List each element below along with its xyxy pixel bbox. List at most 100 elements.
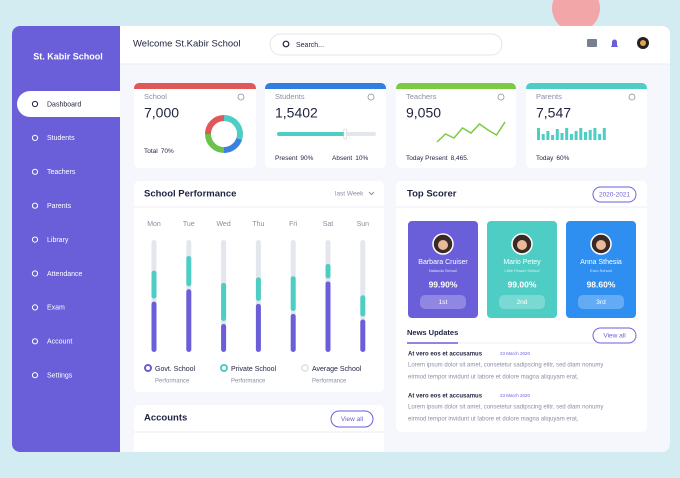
stat-label: Teachers (406, 92, 437, 101)
stat-footer: Today 60% (536, 155, 570, 162)
trend-bar (602, 128, 606, 140)
stat-card (396, 83, 516, 168)
trend-bar (546, 131, 550, 140)
legend-marker (220, 364, 228, 372)
scorer-school: Nalanda School (429, 268, 457, 273)
footer-value: 60% (556, 155, 569, 162)
rank-button[interactable] (578, 295, 624, 309)
scorer-face (438, 240, 448, 250)
legend-label: Average School (312, 366, 362, 373)
menu-item[interactable]: Parents (47, 203, 72, 210)
search-box[interactable] (269, 33, 503, 56)
trend-bar (598, 134, 602, 140)
menu-item[interactable]: Dashboard (47, 101, 81, 108)
menu-active-bg (17, 91, 121, 117)
info-icon (367, 93, 375, 101)
menu-icon (31, 372, 39, 379)
progress-fill (277, 132, 346, 136)
menu-icon (31, 202, 39, 209)
footer-label: Total (144, 148, 158, 155)
scorer-card (408, 221, 478, 318)
stat-value: 1,5402 (275, 105, 318, 121)
menu-item[interactable]: Account (47, 339, 72, 346)
year-label: 2020-2021 (599, 192, 630, 199)
bar-segment (290, 276, 296, 311)
rank-button[interactable] (420, 295, 466, 309)
bar-segment (151, 270, 157, 299)
performance-chart: Mon Tue Wed Thu Fri Sat Sun Govt. School Perform… (144, 221, 370, 385)
stat-value: 7,547 (536, 105, 571, 121)
search-icon (282, 40, 290, 48)
menu-icon (31, 304, 39, 311)
trend-bar (537, 128, 540, 140)
trend-bar (574, 131, 578, 140)
bar-segment (290, 313, 296, 352)
legend-label: Private School (231, 366, 277, 373)
bar-segment (186, 289, 192, 352)
info-icon (628, 93, 636, 101)
menu-icon (31, 134, 39, 141)
mail-icon[interactable] (587, 39, 597, 47)
trend-bar (593, 128, 597, 140)
trend-bar (588, 130, 592, 140)
stat-value: 7,000 (144, 105, 179, 121)
stat-card (526, 83, 647, 168)
accounts-view-all[interactable] (330, 410, 374, 428)
year-badge[interactable] (592, 186, 637, 203)
news-item-date: 23 March 2020 (500, 351, 531, 356)
stat-card (265, 83, 386, 168)
trend-bar (584, 132, 587, 140)
stat-footer: Present 90% (275, 155, 314, 162)
news-item-text: eirmod tempor invidunt ut labore et dolo… (408, 375, 579, 381)
info-icon (497, 93, 505, 101)
scorer-score: 99.00% (508, 279, 537, 289)
footer-value: 90% (300, 155, 313, 162)
info-icon (237, 93, 245, 101)
menu-item[interactable]: Exam (47, 305, 65, 312)
scorer-score: 99.90% (429, 279, 458, 289)
news-view-all-label: View all (603, 333, 626, 340)
donut-segment (223, 115, 243, 140)
scorer-name: Anna Sthesia (580, 259, 622, 266)
stat-accent (134, 83, 256, 89)
avatar-face (640, 40, 646, 46)
scorer-card (566, 221, 636, 318)
footer-value: 8,465. (451, 155, 469, 162)
day-label: Tue (183, 221, 195, 228)
menu-item[interactable]: Students (47, 135, 75, 142)
stat-label: Parents (536, 92, 562, 101)
day-label: Mon (147, 221, 161, 228)
footer-label: Present (275, 155, 298, 162)
progress-knob (343, 128, 348, 140)
menu-icon (31, 100, 39, 108)
bar-segment (221, 324, 227, 352)
period-select[interactable]: last Week (335, 191, 364, 198)
news-view-all[interactable] (592, 327, 637, 344)
day-label: Fri (289, 221, 298, 228)
news-item-text: eirmod tempor invidunt ut labore et dolo… (408, 417, 579, 423)
legend-marker (144, 364, 152, 372)
bar-segment (255, 303, 261, 352)
accounts-card (134, 405, 384, 465)
menu-item[interactable]: Teachers (47, 169, 76, 176)
rank-label: 3rd (596, 299, 606, 306)
rank-button[interactable] (499, 295, 545, 309)
bell-icon[interactable] (611, 39, 618, 47)
stat-accent (526, 83, 647, 89)
news-item-title: At vero eos et accusamus (408, 352, 483, 358)
legend-label: Govt. School (155, 366, 196, 373)
menu-icon (31, 338, 39, 345)
menu-item[interactable]: Settings (47, 373, 73, 380)
rank-label: 2nd (517, 299, 528, 306)
bar-segment (186, 256, 192, 287)
scorer-school: Little Flower School (505, 268, 540, 273)
performance-title: School Performance (144, 189, 236, 200)
day-label: Sun (357, 221, 370, 228)
menu-item[interactable]: Library (47, 237, 69, 244)
scorer-face (596, 240, 606, 250)
donut-segment (223, 137, 243, 153)
menu-item[interactable]: Attendance (47, 271, 83, 278)
trend-bar (579, 128, 583, 140)
